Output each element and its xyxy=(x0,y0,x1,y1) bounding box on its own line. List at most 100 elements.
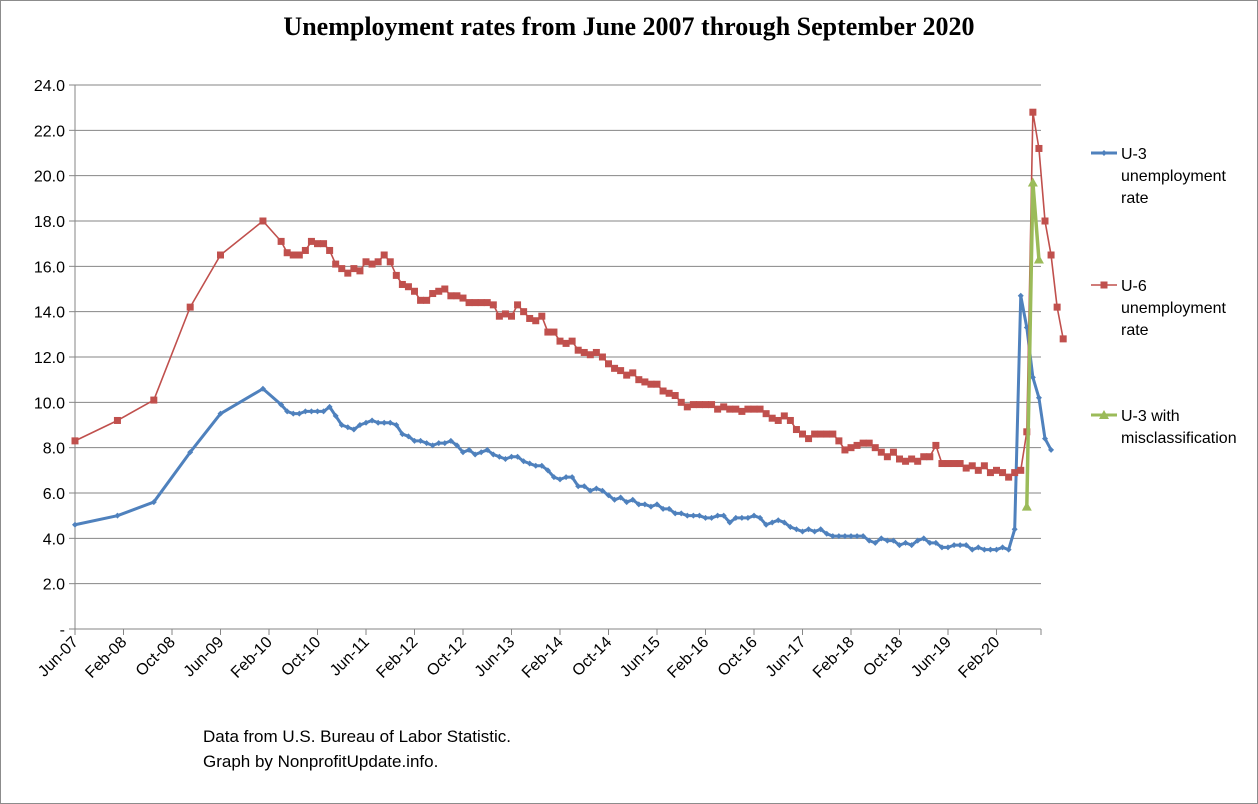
data-point xyxy=(526,314,534,322)
legend-label: U-3 with xyxy=(1121,408,1180,425)
data-point xyxy=(1005,473,1013,481)
data-point xyxy=(635,376,643,384)
data-point xyxy=(599,487,606,494)
legend-label: U-3 xyxy=(1121,146,1147,163)
series-line xyxy=(74,111,1064,478)
legend-label: unemployment xyxy=(1121,300,1227,317)
data-point xyxy=(350,265,358,273)
data-point xyxy=(689,401,697,409)
data-point xyxy=(514,453,521,460)
data-point xyxy=(392,271,400,279)
data-point xyxy=(641,378,649,386)
data-point xyxy=(429,442,436,449)
data-point xyxy=(763,521,770,528)
data-point xyxy=(557,476,563,483)
data-point xyxy=(259,385,266,392)
data-point xyxy=(332,260,340,268)
data-point xyxy=(841,533,848,540)
y-tick-label: 12.0 xyxy=(34,350,65,367)
data-point xyxy=(975,544,982,551)
legend-marker xyxy=(1099,410,1109,419)
data-point xyxy=(453,292,461,300)
y-tick-label: 22.0 xyxy=(34,123,65,140)
data-point xyxy=(562,339,570,347)
source-note: Data from U.S. Bureau of Labor Statistic… xyxy=(203,727,512,746)
data-point xyxy=(411,287,418,295)
data-point xyxy=(514,301,522,309)
data-point xyxy=(278,401,285,408)
data-point xyxy=(993,546,1000,553)
x-tick-label: Feb-10 xyxy=(228,634,276,682)
data-point xyxy=(72,521,78,528)
data-point xyxy=(714,405,722,413)
credit-note: Graph by NonprofitUpdate.info. xyxy=(203,752,439,771)
data-point xyxy=(866,537,873,544)
data-point xyxy=(296,410,303,417)
data-point xyxy=(677,398,685,406)
data-point xyxy=(738,514,745,521)
data-point xyxy=(659,387,667,395)
legend-marker xyxy=(1101,150,1107,156)
data-point xyxy=(484,446,491,453)
x-tick-label: Jun-15 xyxy=(617,634,664,681)
data-point xyxy=(944,460,952,468)
data-point xyxy=(896,542,903,549)
data-point xyxy=(805,435,813,443)
x-tick-label: Oct-08 xyxy=(133,634,179,680)
data-point xyxy=(417,437,424,444)
data-point xyxy=(671,392,679,400)
data-point xyxy=(751,512,757,519)
data-point xyxy=(587,487,594,494)
y-tick-label: 4.0 xyxy=(43,531,65,548)
data-point xyxy=(447,292,455,300)
data-point xyxy=(690,512,697,519)
data-point xyxy=(854,533,861,540)
data-point xyxy=(938,460,946,468)
x-tick-label: Jun-13 xyxy=(472,634,519,681)
data-point xyxy=(1029,374,1036,381)
data-point xyxy=(1041,217,1049,225)
data-point xyxy=(586,351,594,359)
data-point xyxy=(520,458,527,465)
data-point xyxy=(896,455,903,463)
data-point xyxy=(805,526,812,533)
data-point xyxy=(768,414,776,422)
data-point xyxy=(374,258,382,266)
data-point xyxy=(951,542,958,549)
y-tick-label: 14.0 xyxy=(34,305,65,322)
data-point xyxy=(429,290,437,298)
data-point xyxy=(605,492,612,499)
data-point xyxy=(453,442,460,449)
data-point xyxy=(981,546,988,553)
data-point xyxy=(666,505,673,512)
data-point xyxy=(302,408,309,415)
data-point xyxy=(920,535,927,542)
data-point xyxy=(756,405,764,413)
data-point xyxy=(1027,177,1038,187)
data-point xyxy=(865,439,873,447)
data-point xyxy=(665,389,673,397)
data-point xyxy=(435,440,442,447)
data-point xyxy=(750,405,758,413)
data-point xyxy=(877,448,885,456)
data-point xyxy=(593,485,600,492)
data-point xyxy=(350,426,357,433)
data-point xyxy=(835,437,843,445)
data-point xyxy=(883,453,891,461)
data-point xyxy=(999,469,1007,477)
data-point xyxy=(277,237,285,245)
data-point xyxy=(841,446,849,454)
data-point xyxy=(483,299,491,307)
data-point xyxy=(890,537,897,544)
y-tick-label: 6.0 xyxy=(43,486,65,503)
series-2 xyxy=(71,108,1067,481)
data-point xyxy=(71,437,79,445)
data-point xyxy=(550,328,558,336)
data-point xyxy=(217,410,224,417)
data-point xyxy=(848,533,854,540)
data-point xyxy=(950,460,958,468)
data-point xyxy=(653,380,661,388)
data-point xyxy=(114,512,121,519)
data-point xyxy=(113,416,121,424)
data-point xyxy=(508,312,515,320)
